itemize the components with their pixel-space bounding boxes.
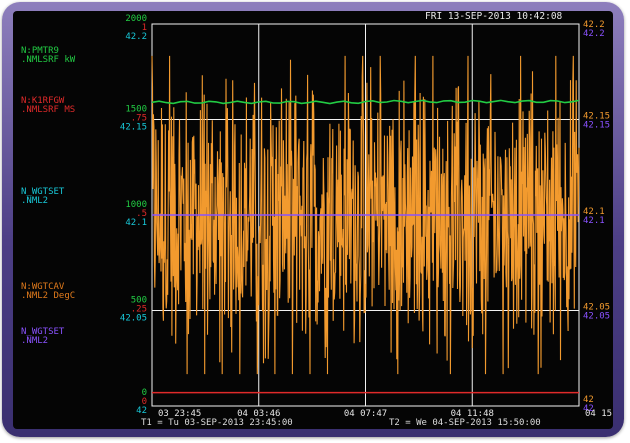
right-tick-purple: 42.05 <box>583 312 610 322</box>
t1-label: T1 = Tu 03-SEP-2013 23:45:00 <box>141 418 293 428</box>
plot-screen: FRI 13-SEP-2013 10:42:08 N:PMTR9 .NMLSRF … <box>13 11 613 429</box>
left-tick-green: 1000 <box>125 200 147 210</box>
left-tick-cyan: 42.15 <box>120 123 147 133</box>
right-tick-orange: 42.2 <box>583 20 605 30</box>
monitor-bezel: FRI 13-SEP-2013 10:42:08 N:PMTR9 .NMLSRF … <box>2 2 624 437</box>
left-tick-cyan: 42.2 <box>125 32 147 42</box>
right-tick-orange: 42.05 <box>583 303 610 313</box>
left-tick-red: .25 <box>131 305 147 315</box>
t2-label: T2 = We 04-SEP-2013 15:50:00 <box>389 418 541 428</box>
right-tick-purple: 42.1 <box>583 216 605 226</box>
channel-tag-5: N_WGTSET <box>21 327 65 337</box>
channel-tag-1: N:PMTR9 <box>21 46 59 56</box>
left-tick-green: 1500 <box>125 105 147 115</box>
channel-legend: N:PMTR9.NMLSRF kW N:K1RFGW.NMLSRF MS N_WGT… <box>21 46 76 346</box>
left-tick-red: 1 <box>142 23 147 33</box>
left-tick-green: 2000 <box>125 14 147 24</box>
x-tick-label: 04 03:46 <box>237 409 280 419</box>
channel-units-4: .NML2 DegC <box>21 291 75 301</box>
left-tick-cyan: 42.1 <box>125 218 147 228</box>
x-tick-label: 04 15:50 <box>585 409 613 419</box>
channel-tag-2: N:K1RFGW <box>21 96 65 106</box>
x-tick-label: 04 07:47 <box>344 409 387 419</box>
channel-tag-4: N:WGTCAV <box>21 282 65 292</box>
channel-units-5: .NML2 <box>21 336 48 346</box>
left-tick-cyan: 42 <box>136 406 147 416</box>
channel-units-1: .NMLSRF kW <box>21 55 76 65</box>
series-wgtcav-line <box>151 55 580 375</box>
channel-units-2: .NMLSRF MS <box>21 105 75 115</box>
right-tick-orange: 42.15 <box>583 112 610 122</box>
left-tick-red: .75 <box>131 114 147 124</box>
plot-series <box>151 55 580 394</box>
x-tick-label: 03 23:45 <box>158 409 201 419</box>
left-tick-red: .5 <box>136 209 147 219</box>
channel-units-3: .NML2 <box>21 196 48 206</box>
right-tick-purple: 42.2 <box>583 29 605 39</box>
right-tick-orange: 42 <box>583 395 594 405</box>
x-tick-label: 04 11:48 <box>451 409 494 419</box>
left-tick-green: 500 <box>131 296 147 306</box>
header-timestamp: FRI 13-SEP-2013 10:42:08 <box>425 11 563 22</box>
left-tick-cyan: 42.05 <box>120 314 147 324</box>
left-tick-red: 0 <box>142 397 147 407</box>
left-tick-green: 0 <box>142 388 147 398</box>
series-pmtr9-line <box>151 99 580 105</box>
x-axis-ticks: 03 23:45 04 03:46 04 07:47 04 11:48 04 15:50 <box>158 409 613 419</box>
channel-tag-3: N_WGTSET <box>21 187 65 197</box>
right-tick-orange: 42.1 <box>583 207 605 217</box>
right-tick-purple: 42.15 <box>583 121 610 131</box>
time-series-chart[interactable]: FRI 13-SEP-2013 10:42:08 N:PMTR9.NMLSRF … <box>13 11 613 429</box>
right-tick-purple: 42 <box>583 404 594 414</box>
